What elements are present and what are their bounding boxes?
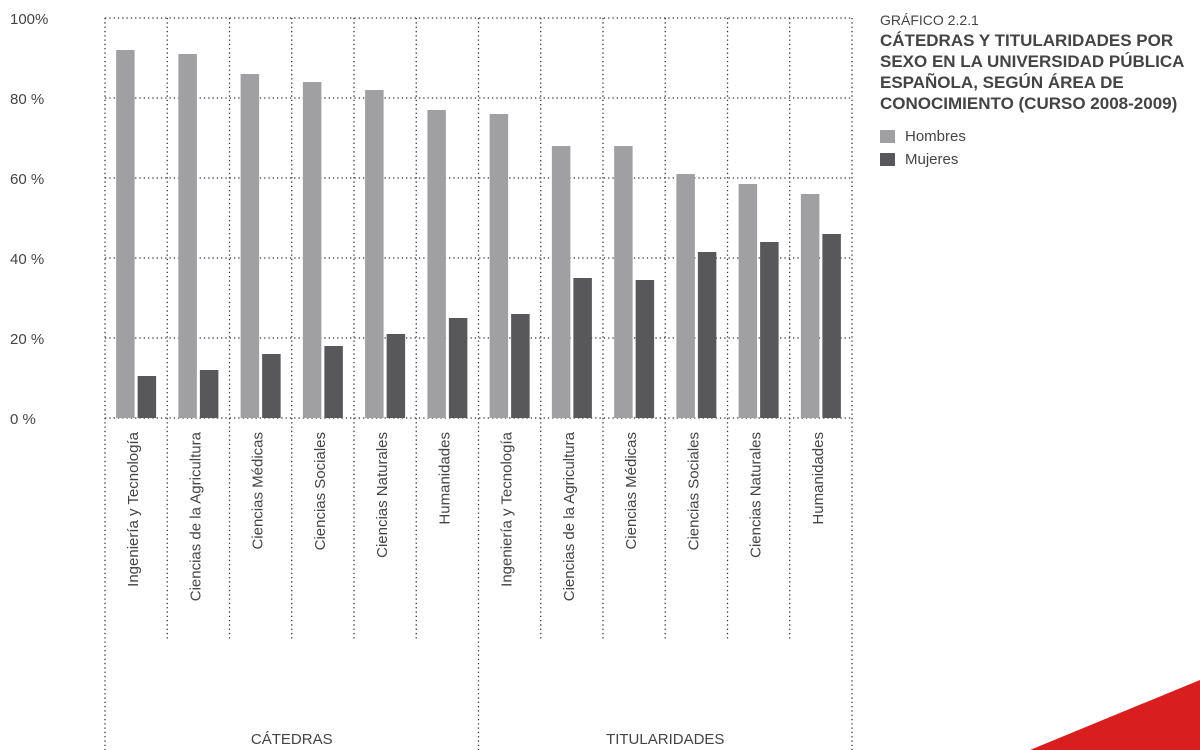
legend-label: Mujeres [905, 151, 959, 168]
x-tick-label: Ciencias Sociales [685, 432, 702, 550]
bar [240, 74, 260, 418]
bar [199, 370, 219, 418]
y-tick-label: 20 % [10, 331, 44, 348]
chart-kicker: GRÁFICO 2.2.1 [880, 12, 979, 28]
bar [178, 54, 197, 418]
bar [697, 252, 717, 418]
x-tick-label: Ingeniería y Tecnología [499, 431, 516, 586]
y-tick-label: 100% [10, 11, 48, 28]
x-tick-label: Ciencias de la Agricultura [187, 431, 204, 601]
side-panel: GRÁFICO 2.2.1 CÁTEDRAS Y TITULARIDADES P… [880, 12, 1198, 168]
x-tick-label: Ciencias Médicas [623, 432, 640, 550]
x-tick-label: Humanidades [436, 432, 453, 525]
bar [800, 194, 820, 418]
bar [262, 354, 281, 418]
x-tick-label: Humanidades [810, 432, 827, 525]
bar [365, 90, 384, 418]
bar [551, 146, 571, 418]
legend-item: Hombres [880, 128, 1198, 145]
bar [760, 242, 779, 418]
bar [137, 376, 157, 418]
x-tick-label: Ciencias Médicas [250, 432, 267, 550]
bar [302, 82, 322, 418]
legend-swatch [880, 130, 895, 143]
bar [448, 318, 468, 418]
x-tick-label: Ciencias Sociales [312, 432, 329, 550]
bar [116, 50, 135, 418]
bar [427, 110, 446, 418]
x-tick-label: Ciencias Naturales [748, 432, 765, 558]
y-tick-label: 80 % [10, 91, 44, 108]
bar [489, 114, 509, 418]
legend-item: Mujeres [880, 151, 1198, 168]
legend-swatch [880, 153, 895, 166]
group-label: TITULARIDADES [606, 731, 724, 748]
bar [324, 346, 343, 418]
bar [635, 280, 655, 418]
bar [738, 184, 758, 418]
legend: Hombres Mujeres [880, 128, 1198, 168]
y-tick-label: 0 % [10, 411, 36, 428]
bar [511, 314, 530, 418]
bar [676, 174, 695, 418]
y-tick-label: 60 % [10, 171, 44, 188]
x-tick-label: Ingeniería y Tecnología [125, 431, 142, 586]
bar [386, 334, 406, 418]
bar [614, 146, 633, 418]
y-tick-label: 40 % [10, 251, 44, 268]
legend-label: Hombres [905, 128, 966, 145]
bar [822, 234, 841, 418]
bar [573, 278, 592, 418]
group-label: CÁTEDRAS [251, 731, 333, 748]
x-tick-label: Ciencias Naturales [374, 432, 391, 558]
decor-corner [1030, 680, 1200, 750]
x-tick-label: Ciencias de la Agricultura [561, 431, 578, 601]
chart-title: CÁTEDRAS Y TITULARIDADES POR SEXO EN LA … [880, 31, 1184, 113]
